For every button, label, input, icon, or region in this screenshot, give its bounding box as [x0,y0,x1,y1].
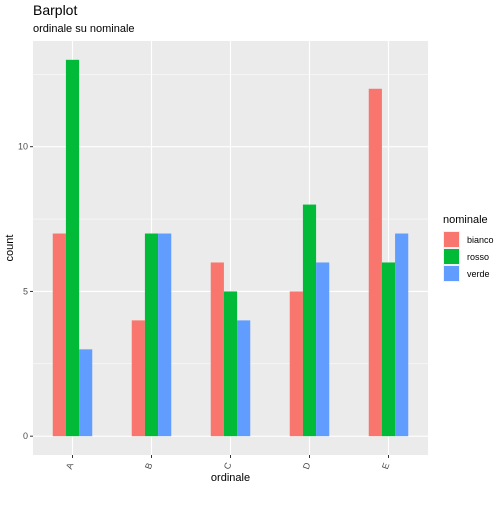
legend-label-verde: verde [467,269,490,279]
chart-title: Barplot [33,2,77,18]
y-axis: 0 5 10 [18,142,33,441]
y-axis-label: count [4,235,16,262]
x-tick-label: D [301,461,313,471]
bar-bianco-B [131,320,145,437]
bar-verde-B [158,233,172,437]
bar-bianco-E [368,88,382,437]
legend-label-bianco: bianco [467,235,494,245]
bar-verde-E [395,233,409,437]
bars [52,59,409,437]
x-tick-label: E [380,461,391,470]
x-tick-label: B [143,461,154,470]
bar-bianco-A [52,233,66,437]
y-tick-label: 0 [23,431,28,441]
bar-verde-D [316,262,330,437]
bar-verde-C [237,320,251,437]
legend: nominale bianco rosso verde [443,214,494,282]
legend-swatch-bianco [444,232,459,247]
bar-rosso-A [65,59,80,437]
bar-rosso-B [144,233,159,437]
chart-subtitle: ordinale su nominale [33,23,135,35]
legend-title: nominale [443,214,488,226]
x-axis: A B C D E [64,455,391,471]
bar-verde-A [79,349,93,437]
x-axis-label: ordinale [211,472,250,484]
bar-bianco-D [289,291,303,437]
bar-rosso-E [381,262,396,437]
bar-rosso-D [302,204,317,437]
legend-swatch-rosso [444,249,459,264]
x-tick-label: C [222,461,234,471]
legend-swatch-verde [444,266,459,281]
bar-bianco-C [210,262,224,437]
y-tick-label: 5 [23,286,28,296]
x-tick-label: A [64,461,75,470]
legend-label-rosso: rosso [467,252,489,262]
bar-rosso-C [223,291,238,437]
y-tick-label: 10 [18,142,28,152]
